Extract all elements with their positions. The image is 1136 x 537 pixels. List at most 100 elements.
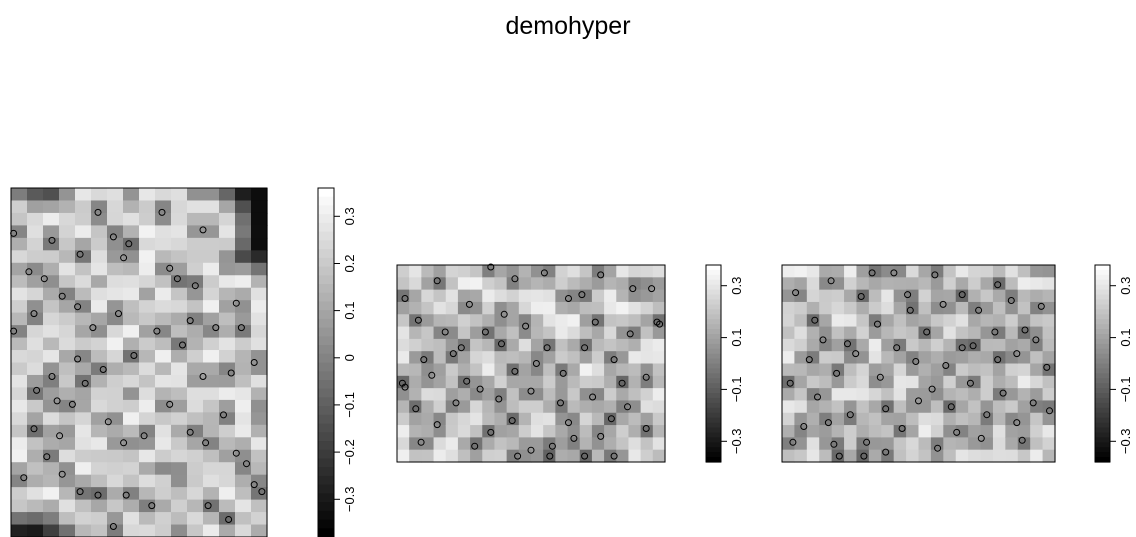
heatmap-cell xyxy=(59,212,76,226)
heatmap-cell xyxy=(1030,314,1044,328)
colorbar-step xyxy=(706,353,721,360)
heatmap-cell xyxy=(506,314,520,328)
heatmap-cell xyxy=(139,437,156,451)
heatmap-cell xyxy=(482,412,496,426)
data-point xyxy=(607,415,615,423)
heatmap-cell xyxy=(59,200,76,214)
colorbar-step xyxy=(1095,388,1110,394)
heatmap-cell xyxy=(794,351,808,365)
heatmap-cell xyxy=(27,474,44,488)
heatmap-cell xyxy=(930,338,944,352)
heatmap-cell xyxy=(482,425,496,438)
heatmap-cell xyxy=(968,301,982,315)
heatmap-cell xyxy=(11,350,28,364)
heatmap-cell xyxy=(819,449,833,463)
data-point xyxy=(642,425,650,432)
data-point xyxy=(931,271,939,279)
colorbar-step xyxy=(706,319,721,325)
heatmap-cell xyxy=(409,301,422,315)
heatmap-cell xyxy=(604,412,617,426)
heatmap-cell xyxy=(123,487,140,501)
heatmap-cell xyxy=(91,362,108,376)
heatmap-cell xyxy=(445,363,459,377)
colorbar-step xyxy=(706,442,721,448)
heatmap-cell xyxy=(187,399,204,413)
data-point xyxy=(800,423,808,430)
heatmap-cell xyxy=(421,351,435,365)
heatmap-cell xyxy=(43,387,60,401)
heatmap-cell xyxy=(856,363,870,377)
heatmap-cell xyxy=(616,412,630,426)
heatmap-cell xyxy=(918,412,932,426)
data-point xyxy=(237,324,245,332)
heatmap-cell xyxy=(59,374,76,389)
data-point xyxy=(511,367,519,375)
heatmap-cell xyxy=(968,277,982,291)
heatmap-cell xyxy=(1005,314,1019,328)
heatmap-cell xyxy=(918,388,932,402)
colorbar-step xyxy=(706,304,721,310)
heatmap-cell xyxy=(881,326,895,340)
colorbar-step xyxy=(318,397,334,407)
heatmap-cell xyxy=(482,265,496,278)
heatmap-cell xyxy=(930,301,944,315)
heatmap-cell xyxy=(555,412,569,426)
heatmap-cell xyxy=(616,277,630,291)
heatmap-cell xyxy=(123,449,140,463)
heatmap-cell xyxy=(187,300,204,314)
heatmap-cell xyxy=(579,351,593,365)
heatmap-cell xyxy=(930,326,944,340)
heatmap-cell xyxy=(11,212,28,226)
heatmap-cell xyxy=(27,499,44,513)
heatmap-cell xyxy=(856,351,870,365)
heatmap-cell xyxy=(1005,449,1019,463)
heatmap-cell xyxy=(579,265,593,278)
colorbar-step xyxy=(318,275,334,285)
heatmap-cell xyxy=(445,277,459,291)
heatmap-cell xyxy=(794,289,808,303)
heatmap-cell xyxy=(1030,437,1044,451)
heatmap-cell xyxy=(518,265,532,278)
heatmap-cell xyxy=(1042,400,1056,414)
heatmap-cell xyxy=(433,338,447,352)
heatmap-cell xyxy=(531,375,544,389)
heatmap-cell xyxy=(992,449,1006,463)
heatmap-cell xyxy=(409,449,422,463)
heatmap-cell xyxy=(251,350,268,364)
data-point xyxy=(1046,407,1053,415)
colorbar-step xyxy=(318,188,334,198)
heatmap-cell xyxy=(75,250,92,264)
heatmap-cell xyxy=(445,400,459,414)
heatmap-cell xyxy=(782,449,796,463)
colorbar-step xyxy=(318,449,334,460)
heatmap-cell xyxy=(1017,375,1031,389)
heatmap-cell xyxy=(187,512,204,526)
heatmap-cell xyxy=(531,412,544,426)
heatmap-cell xyxy=(433,265,447,278)
heatmap-cell xyxy=(1017,449,1031,463)
heatmap-cell xyxy=(782,363,796,377)
heatmap-cell xyxy=(567,265,581,278)
heatmap-cell xyxy=(831,326,845,340)
colorbar-step xyxy=(1095,422,1110,429)
heatmap-cell xyxy=(591,449,605,463)
heatmap-cell xyxy=(251,362,268,376)
data-point xyxy=(786,379,794,387)
heatmap-cell xyxy=(992,301,1006,315)
data-point xyxy=(589,393,597,401)
plot-frame xyxy=(396,264,666,463)
data-point xyxy=(465,300,473,308)
heatmap-cell xyxy=(43,512,60,526)
heatmap-cell xyxy=(604,314,617,328)
heatmap-cell xyxy=(171,387,188,401)
data-point xyxy=(882,405,890,413)
heatmap-cell xyxy=(980,363,994,377)
colorbar: −0.3 −0.2 −0.1 0 0.1 0.2 0.3 xyxy=(317,187,357,537)
heatmap-cell xyxy=(397,400,410,414)
heatmap-cell xyxy=(457,289,471,303)
heatmap-cell xyxy=(782,265,796,278)
heatmap-cell xyxy=(930,412,944,426)
heatmap-cell xyxy=(470,326,483,340)
data-point xyxy=(89,324,97,332)
heatmap-cell xyxy=(433,351,447,365)
